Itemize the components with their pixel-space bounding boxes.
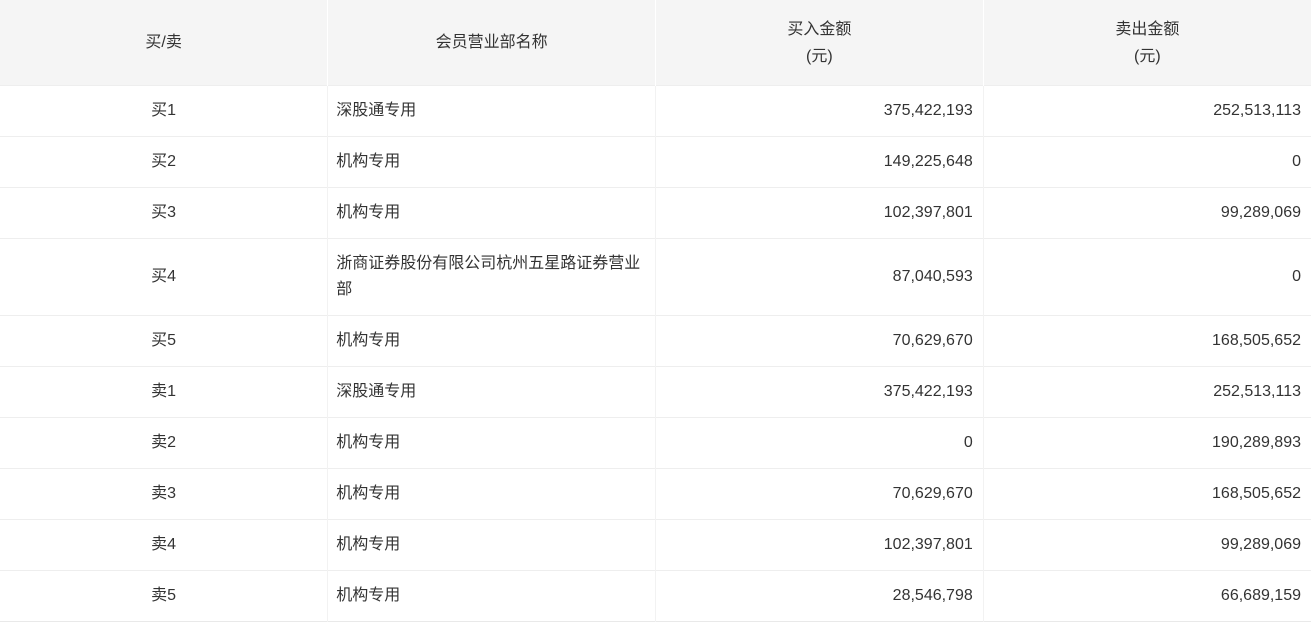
header-buy-amount-label: 买入金额	[787, 20, 852, 38]
header-sell-amount: 卖出金额 (元)	[983, 0, 1311, 86]
cell-buy-amount: 70,629,670	[655, 315, 984, 367]
header-broker-name: 会员营业部名称	[327, 0, 656, 86]
cell-buy-amount: 149,225,648	[655, 136, 984, 188]
cell-sell-amount: 0	[983, 238, 1311, 316]
cell-sell-amount: 66,689,159	[983, 570, 1311, 622]
table-row: 买4 浙商证券股份有限公司杭州五星路证券营业部 87,040,593 0	[0, 238, 1311, 316]
cell-buy-amount: 70,629,670	[655, 468, 984, 520]
cell-sell-amount: 99,289,069	[983, 187, 1311, 239]
cell-broker-name: 机构专用	[327, 315, 656, 367]
cell-buy-sell: 买5	[0, 315, 329, 367]
cell-buy-sell: 卖5	[0, 570, 329, 622]
table-row: 买1 深股通专用 375,422,193 252,513,113	[0, 85, 1311, 137]
header-buy-amount-unit: (元)	[806, 47, 833, 65]
cell-buy-sell: 买1	[0, 85, 329, 137]
cell-buy-sell: 卖2	[0, 417, 329, 469]
cell-buy-sell: 卖4	[0, 519, 329, 571]
cell-buy-amount: 375,422,193	[655, 85, 984, 137]
table-row: 卖4 机构专用 102,397,801 99,289,069	[0, 519, 1311, 571]
cell-broker-name: 机构专用	[327, 187, 656, 239]
table-row: 买3 机构专用 102,397,801 99,289,069	[0, 187, 1311, 239]
cell-buy-amount: 102,397,801	[655, 187, 984, 239]
table-row: 卖5 机构专用 28,546,798 66,689,159	[0, 570, 1311, 622]
header-buy-sell: 买/卖	[0, 0, 329, 86]
cell-sell-amount: 0	[983, 136, 1311, 188]
cell-sell-amount: 168,505,652	[983, 315, 1311, 367]
table-body: 买1 深股通专用 375,422,193 252,513,113 买2 机构专用 149,2…	[0, 85, 1311, 622]
table-header: 买/卖 会员营业部名称 买入金额 (元) 卖出金额 (元)	[0, 0, 1311, 86]
header-buy-sell-label: 买/卖	[145, 34, 182, 51]
table-row: 卖1 深股通专用 375,422,193 252,513,113	[0, 366, 1311, 418]
cell-sell-amount: 190,289,893	[983, 417, 1311, 469]
header-sell-amount-unit: (元)	[1134, 47, 1161, 65]
table-row: 买5 机构专用 70,629,670 168,505,652	[0, 315, 1311, 367]
header-sell-amount-label: 卖出金额	[1115, 20, 1180, 38]
header-buy-amount: 买入金额 (元)	[655, 0, 984, 86]
header-row: 买/卖 会员营业部名称 买入金额 (元) 卖出金额 (元)	[0, 0, 1311, 86]
table-row: 买2 机构专用 149,225,648 0	[0, 136, 1311, 188]
cell-broker-name: 深股通专用	[327, 85, 656, 137]
cell-buy-amount: 87,040,593	[655, 238, 984, 316]
cell-broker-name: 深股通专用	[327, 366, 656, 418]
cell-sell-amount: 252,513,113	[983, 366, 1311, 418]
cell-buy-sell: 买3	[0, 187, 329, 239]
cell-buy-amount: 375,422,193	[655, 366, 984, 418]
cell-broker-name: 机构专用	[327, 519, 656, 571]
cell-buy-amount: 28,546,798	[655, 570, 984, 622]
table-row: 卖3 机构专用 70,629,670 168,505,652	[0, 468, 1311, 520]
cell-sell-amount: 99,289,069	[983, 519, 1311, 571]
cell-sell-amount: 252,513,113	[983, 85, 1311, 137]
table-row: 卖2 机构专用 0 190,289,893	[0, 417, 1311, 469]
cell-buy-sell: 卖1	[0, 366, 329, 418]
cell-buy-amount: 102,397,801	[655, 519, 984, 571]
cell-broker-name: 机构专用	[327, 136, 656, 188]
cell-broker-name: 机构专用	[327, 570, 656, 622]
cell-buy-sell: 卖3	[0, 468, 329, 520]
cell-buy-amount: 0	[655, 417, 984, 469]
cell-sell-amount: 168,505,652	[983, 468, 1311, 520]
cell-broker-name: 机构专用	[327, 417, 656, 469]
cell-broker-name: 机构专用	[327, 468, 656, 520]
cell-buy-sell: 买2	[0, 136, 329, 188]
header-broker-name-label: 会员营业部名称	[435, 34, 548, 51]
cell-buy-sell: 买4	[0, 238, 329, 316]
cell-broker-name: 浙商证券股份有限公司杭州五星路证券营业部	[327, 238, 656, 316]
